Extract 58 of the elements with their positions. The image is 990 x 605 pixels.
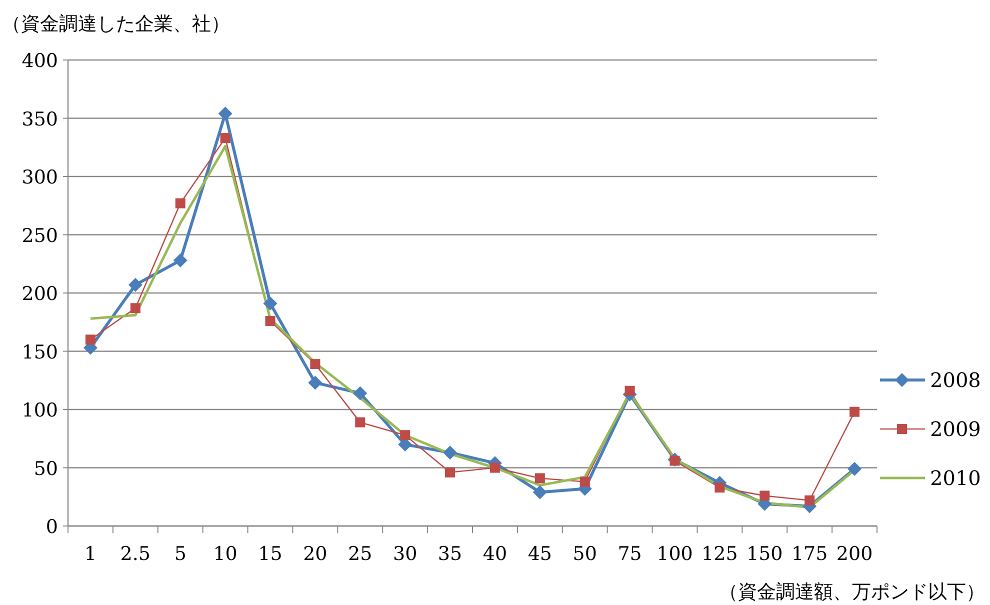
point bbox=[848, 462, 862, 476]
y-tick-label: 0 bbox=[46, 516, 58, 538]
x-tick-label: 75 bbox=[618, 543, 642, 565]
point bbox=[534, 473, 545, 484]
point bbox=[760, 490, 770, 501]
point bbox=[490, 462, 500, 473]
point bbox=[714, 482, 725, 493]
y-tick-label: 100 bbox=[22, 400, 58, 422]
point bbox=[310, 359, 320, 370]
x-tick-label: 175 bbox=[791, 543, 828, 565]
x-tick-label: 20 bbox=[303, 543, 328, 565]
x-tick-label: 40 bbox=[482, 543, 508, 565]
x-tick-label: 200 bbox=[836, 543, 873, 565]
point bbox=[220, 133, 230, 144]
point bbox=[85, 334, 96, 345]
x-tick-label: 125 bbox=[702, 543, 738, 565]
x-tick-label: 50 bbox=[572, 543, 597, 565]
legend-label: 2010 bbox=[930, 466, 981, 490]
legend-label: 2009 bbox=[930, 417, 981, 441]
point bbox=[175, 198, 186, 208]
x-tick-label: 5 bbox=[174, 543, 186, 565]
point bbox=[804, 495, 815, 506]
x-tick-label: 1 bbox=[84, 543, 97, 565]
x-tick-label: 35 bbox=[438, 543, 462, 565]
point bbox=[128, 278, 142, 292]
point bbox=[130, 303, 140, 314]
point bbox=[355, 417, 366, 428]
y-tick-label: 250 bbox=[22, 224, 58, 247]
point bbox=[308, 376, 322, 390]
legend-label: 2008 bbox=[930, 368, 981, 392]
y-tick-label: 200 bbox=[22, 283, 58, 305]
y-tick-label: 150 bbox=[22, 341, 58, 364]
y-tick-label: 300 bbox=[22, 166, 58, 188]
point bbox=[445, 467, 456, 478]
x-tick-label: 45 bbox=[528, 543, 552, 565]
point bbox=[400, 430, 410, 440]
point bbox=[532, 485, 547, 500]
point bbox=[624, 386, 635, 396]
point bbox=[443, 446, 458, 460]
point bbox=[218, 106, 232, 121]
y-axis-title: （資金調達した企業、社） bbox=[2, 13, 230, 35]
x-tick-label: 15 bbox=[258, 543, 282, 565]
point bbox=[850, 406, 860, 417]
x-tick-label: 30 bbox=[392, 543, 418, 565]
point bbox=[173, 253, 188, 268]
x-tick-label: 10 bbox=[213, 543, 238, 565]
x-tick-label: 2.5 bbox=[120, 543, 151, 565]
x-tick-label: 100 bbox=[656, 543, 693, 565]
x-axis-title: （資金調達額、万ポンド以下） bbox=[719, 581, 985, 603]
y-tick-label: 350 bbox=[22, 108, 58, 130]
x-tick-label: 25 bbox=[348, 543, 372, 565]
y-tick-label: 50 bbox=[34, 458, 58, 480]
x-tick-label: 150 bbox=[746, 543, 783, 565]
point bbox=[265, 316, 276, 326]
point bbox=[263, 296, 278, 310]
point bbox=[353, 386, 368, 400]
point bbox=[580, 476, 590, 487]
y-tick-label: 400 bbox=[22, 50, 58, 72]
